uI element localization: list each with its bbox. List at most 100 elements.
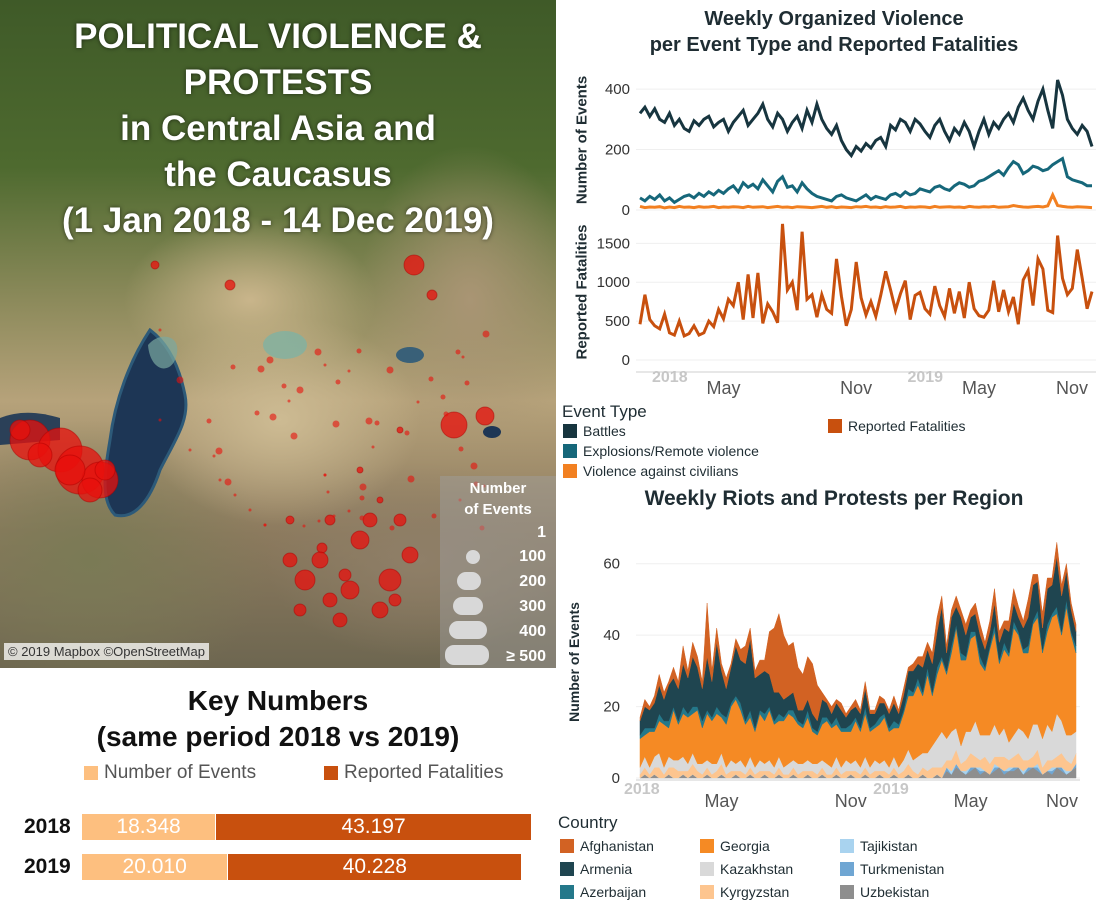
legend-uzbekistan[interactable]: Uzbekistan: [840, 884, 929, 900]
x-month-label: May: [954, 791, 988, 811]
legend-explosions[interactable]: Explosions/Remote violence: [563, 443, 759, 459]
legend-swatch: [563, 464, 577, 478]
legend-swatch: [700, 839, 714, 853]
legend-afghanistan[interactable]: Afghanistan: [560, 838, 654, 854]
legend-swatch: [563, 424, 577, 438]
kn-bar-fatalities[interactable]: 43.197: [216, 814, 531, 840]
map-attribution[interactable]: © 2019 Mapbox ©OpenStreetMap: [4, 643, 209, 660]
event-marker: [248, 508, 252, 512]
violence-chart-title-line: per Event Type and Reported Fatalities: [649, 34, 1019, 56]
map-title-line: in Central Asia and: [120, 109, 436, 148]
lake: [483, 426, 501, 438]
kn-legend-fatalities[interactable]: Reported Fatalities: [324, 762, 503, 784]
legend-violence-civilians[interactable]: Violence against civilians: [563, 463, 738, 479]
kn-legend-events[interactable]: Number of Events: [84, 762, 256, 784]
legend-tajikistan[interactable]: Tajikistan: [840, 838, 918, 854]
y-tick-label: 1500: [597, 235, 630, 252]
event-marker: [404, 430, 410, 436]
legend-armenia[interactable]: Armenia: [560, 861, 632, 877]
event-marker: [461, 355, 465, 359]
legend-reported-fatalities[interactable]: Reported Fatalities: [828, 418, 966, 434]
legend-georgia[interactable]: Georgia: [700, 838, 770, 854]
country-legend: Afghanistan Armenia Azerbaijan Georgia K…: [560, 838, 1100, 900]
y-tick-label: 20: [603, 699, 620, 716]
event-marker: [230, 364, 236, 370]
event-marker: [470, 462, 478, 470]
aral-lake: [263, 331, 307, 359]
event-marker: [77, 477, 103, 503]
key-numbers-year-label: 2018: [24, 815, 71, 838]
x-month-label: May: [704, 791, 738, 811]
event-marker: [350, 530, 370, 550]
map-title-line: POLITICAL VIOLENCE &: [74, 17, 482, 56]
protests-chart-title: Weekly Riots and Protests per Region: [644, 487, 1024, 510]
legend-kazakhstan[interactable]: Kazakhstan: [700, 861, 793, 877]
x-year-label: 2018: [624, 781, 660, 798]
legend-turkmenistan[interactable]: Turkmenistan: [840, 861, 944, 877]
event-marker: [218, 478, 222, 482]
event-marker: [296, 386, 304, 394]
map-legend-symbol: [445, 645, 489, 665]
series-line-violence-against-civilians: [639, 191, 1093, 210]
kn-bar-events[interactable]: 18.348: [82, 814, 216, 840]
map-legend-symbol: [453, 597, 483, 615]
y-tick-label: 60: [603, 556, 620, 573]
event-marker: [285, 515, 295, 525]
event-marker: [464, 380, 470, 386]
legend-label: Georgia: [720, 838, 770, 854]
map-legend-label: 200: [519, 573, 546, 590]
legend-label: Number of Events: [104, 762, 257, 783]
series-line-reported-fatalities: [638, 223, 1094, 338]
event-marker: [224, 279, 236, 291]
event-marker: [443, 411, 449, 417]
event-marker: [158, 418, 162, 422]
key-numbers-chart: 2018 18.348 43.197 2019 20.010 40.228: [0, 800, 556, 900]
map-legend-label: 300: [519, 598, 546, 615]
legend-azerbaijan[interactable]: Azerbaijan: [560, 884, 646, 900]
event-marker: [233, 493, 237, 497]
map-legend-title: Number of Events: [440, 478, 556, 520]
event-marker: [188, 448, 192, 452]
legend-label: Reported Fatalities: [848, 418, 966, 434]
event-type-legend-title: Event Type: [562, 402, 647, 421]
event-marker: [332, 612, 348, 628]
map-title-line: (1 Jan 2018 - 14 Dec 2019): [62, 201, 494, 240]
legend-label: Battles: [583, 423, 626, 439]
map-title-line: the Caucasus: [164, 155, 392, 194]
violence-y-axis-label: Number of Events: [573, 75, 591, 205]
event-marker: [332, 514, 336, 518]
violence-chart[interactable]: 0 200 400 0 500 1000 1500 2018 2019 May Nov May Nov: [596, 60, 1100, 400]
legend-swatch: [84, 766, 98, 780]
event-marker: [323, 363, 327, 367]
event-marker: [263, 523, 267, 527]
y-tick-label: 0: [612, 770, 620, 787]
event-marker: [362, 512, 378, 528]
legend-swatch: [828, 419, 842, 433]
legend-battles[interactable]: Battles: [563, 423, 626, 439]
legend-swatch: [563, 444, 577, 458]
event-marker: [365, 417, 373, 425]
caspian-sea: [103, 327, 188, 518]
event-marker: [94, 459, 116, 481]
event-marker: [473, 481, 479, 487]
event-map[interactable]: POLITICAL VIOLENCE & PROTESTS in Central…: [0, 0, 556, 668]
legend-swatch: [560, 862, 574, 876]
event-marker: [371, 601, 389, 619]
event-marker: [482, 330, 490, 338]
event-marker: [393, 513, 407, 527]
event-marker: [371, 445, 375, 449]
x-year-label: 2019: [873, 781, 909, 798]
event-marker: [376, 496, 384, 504]
event-marker: [407, 475, 415, 483]
event-marker: [416, 400, 420, 404]
kn-bar-events[interactable]: 20.010: [82, 854, 228, 880]
legend-kyrgyzstan[interactable]: Kyrgyzstan: [700, 884, 789, 900]
legend-swatch: [324, 766, 338, 780]
map-legend-label: 100: [519, 548, 546, 565]
map-legend-label: 1: [537, 524, 546, 541]
map-legend-symbol: [466, 550, 480, 564]
protests-chart[interactable]: 0 20 40 60 2018 2019 May Nov May Nov: [588, 520, 1100, 812]
event-marker: [290, 432, 298, 440]
key-numbers-title: Key Numbers (same period 2018 vs 2019): [0, 683, 556, 755]
kn-bar-fatalities[interactable]: 40.228: [228, 854, 522, 880]
